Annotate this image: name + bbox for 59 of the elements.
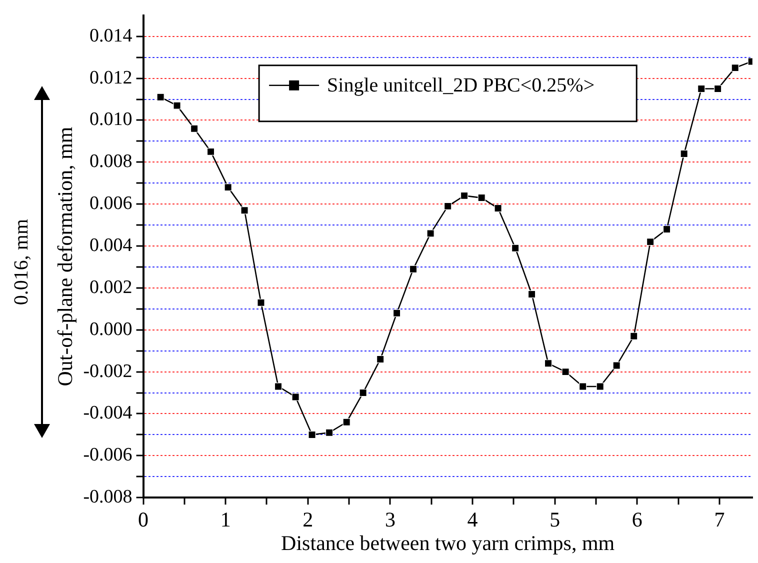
x-tick-label: 7 — [714, 508, 725, 532]
y-tick-label: 0.008 — [90, 151, 132, 172]
point — [630, 332, 638, 340]
x-tick-label: 0 — [138, 508, 149, 532]
point — [206, 148, 215, 156]
point — [392, 309, 401, 317]
y-tick-label: 0.010 — [90, 109, 132, 130]
point — [376, 355, 384, 364]
x-tick-label: 2 — [302, 508, 314, 532]
point — [562, 368, 570, 376]
point — [528, 290, 536, 298]
y-tick-label: 0.014 — [90, 25, 133, 46]
y-tick-label: -0.002 — [83, 360, 132, 382]
legend-label: Single unitcell_2D PBC<0.25%> — [327, 74, 595, 97]
point — [359, 388, 367, 397]
point — [426, 230, 434, 238]
point — [308, 430, 316, 439]
point — [325, 428, 334, 436]
y-tick-label: 0.000 — [90, 318, 132, 340]
y-tick-label: 0.004 — [90, 235, 133, 256]
y-tick-label: 0.002 — [90, 276, 132, 298]
point — [173, 102, 181, 110]
point — [662, 225, 671, 234]
point — [680, 150, 688, 158]
x-axis-title: Distance between two yarn crimps, mm — [281, 530, 615, 555]
point — [292, 393, 300, 401]
y-tick-label: 0.012 — [90, 67, 132, 88]
y-tick-label: -0.008 — [83, 486, 132, 508]
point — [612, 362, 620, 370]
x-tick-label: 5 — [550, 508, 560, 532]
x-tick-label: 4 — [467, 508, 478, 532]
point — [257, 298, 265, 306]
point — [478, 194, 486, 202]
point — [714, 84, 722, 93]
point — [494, 204, 502, 212]
point — [444, 202, 452, 210]
point — [596, 382, 604, 390]
y-axis-title: Out-of-plane deformation, mm — [53, 126, 78, 386]
point — [512, 244, 520, 252]
point — [646, 238, 654, 246]
point — [274, 382, 282, 390]
x-tick-label: 1 — [220, 508, 231, 532]
point — [409, 265, 418, 273]
point — [460, 192, 468, 200]
text: 0.016, mm — [10, 218, 34, 306]
y-tick-label: -0.006 — [83, 444, 132, 466]
point — [579, 382, 587, 390]
x-tick-label: 3 — [384, 508, 396, 532]
point — [224, 183, 232, 192]
y-tick-label: 0.006 — [90, 193, 132, 214]
point — [190, 124, 198, 132]
point — [544, 360, 552, 368]
point — [731, 64, 739, 72]
point — [240, 206, 248, 214]
point — [698, 84, 706, 93]
y-tick-label: -0.004 — [83, 402, 133, 424]
point — [156, 93, 164, 101]
point — [342, 418, 350, 426]
x-tick-label: 6 — [632, 508, 642, 532]
